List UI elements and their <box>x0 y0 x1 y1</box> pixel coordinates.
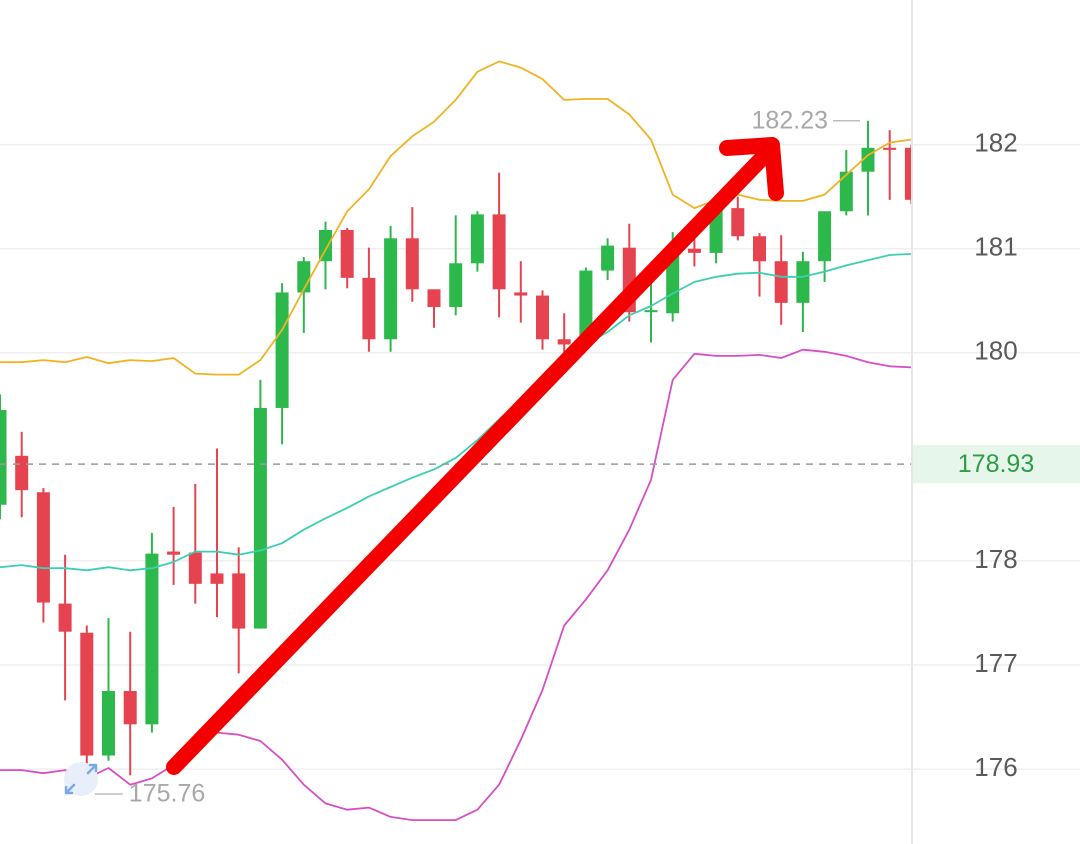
candle-body <box>188 552 202 584</box>
y-axis: 176 177 178 180 181 182 178.93 <box>913 128 1080 782</box>
candle-body <box>601 245 615 271</box>
candle-body <box>514 292 528 296</box>
candle-body <box>36 492 50 603</box>
candle-body <box>167 551 181 555</box>
candle-body <box>405 238 419 290</box>
candle-body <box>80 632 94 756</box>
candle-body <box>883 147 897 150</box>
candle-body <box>753 236 766 262</box>
candle-body <box>58 603 72 632</box>
arrow-head <box>719 137 784 201</box>
candle-body <box>557 339 571 345</box>
y-tick-label: 178 <box>974 544 1017 574</box>
candle-body <box>839 171 853 212</box>
candle-body <box>319 229 332 262</box>
candle-body <box>102 691 115 756</box>
candle-body <box>362 277 376 340</box>
band-line <box>0 348 912 821</box>
plot-area <box>0 60 912 821</box>
candle-body <box>644 310 658 313</box>
icon-arrows <box>64 763 98 795</box>
high-label: 182.23 <box>752 106 828 134</box>
candle-body <box>492 214 506 290</box>
candle-body <box>470 214 484 264</box>
price-label-background <box>913 445 1080 484</box>
candle-body <box>427 289 441 308</box>
y-tick-label: 180 <box>974 336 1017 366</box>
candle-body <box>145 553 159 725</box>
band-line <box>0 60 912 376</box>
band-line <box>0 253 912 572</box>
candle-body <box>687 248 701 253</box>
y-tick-label: 177 <box>974 648 1017 678</box>
candle-body <box>731 208 745 237</box>
y-tick-label: 182 <box>974 128 1017 158</box>
candle-body <box>210 573 224 584</box>
y-tick-label: 181 <box>974 232 1017 262</box>
candle-body <box>123 691 137 725</box>
price-label: 178.93 <box>958 450 1034 478</box>
candle-body <box>774 261 788 303</box>
low-label: 175.76 <box>129 780 205 808</box>
candle-body <box>796 261 810 303</box>
annotations: 182.23 175.76 <box>94 106 860 808</box>
candle-body <box>449 263 463 308</box>
candle-body <box>0 410 7 505</box>
y-tick-label: 176 <box>974 752 1017 782</box>
candle-body <box>275 292 289 408</box>
candle-body <box>15 455 29 491</box>
grid <box>0 143 1080 770</box>
candle-body <box>253 407 267 629</box>
low-marker-icon <box>64 762 98 796</box>
candle-body <box>232 573 246 629</box>
candle-body <box>536 295 549 340</box>
candle-body <box>384 238 398 340</box>
drawn-arrow <box>166 137 784 775</box>
candle-body <box>904 147 912 200</box>
arrow-shaft <box>166 144 776 775</box>
candle-body <box>340 229 354 278</box>
candle-body <box>818 211 832 262</box>
